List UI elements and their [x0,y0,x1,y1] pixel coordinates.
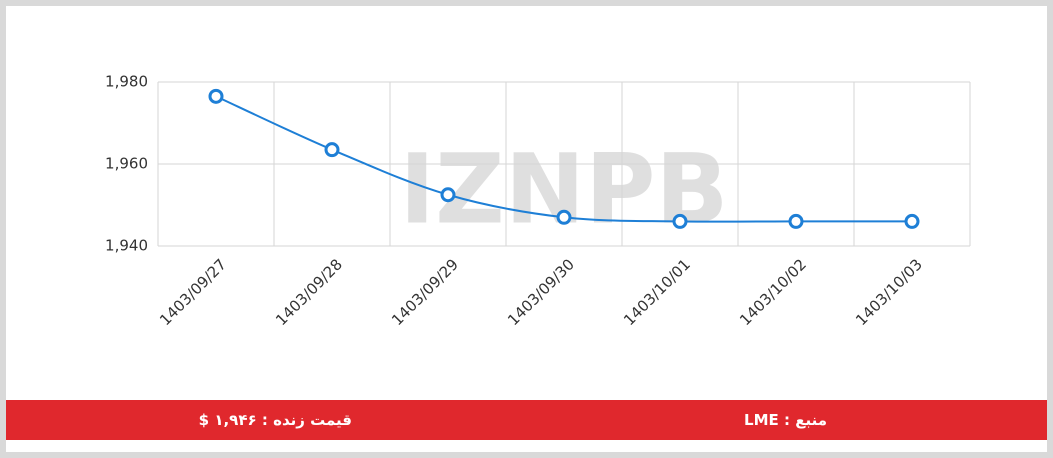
x-tick-label: 1403/10/01 [620,255,694,329]
x-tick-label: 1403/09/27 [156,255,230,329]
y-tick-label: 1,980 [105,73,148,91]
point [672,213,688,229]
live-price: قیمت زنده : ۱,۹۴۶ $ [198,411,352,429]
y-tick-label: 1,960 [105,155,148,173]
watermark: IZNPB [399,133,728,245]
y-tick-label: 1,940 [105,237,148,255]
x-tick-label: 1403/09/28 [272,255,346,329]
point [440,187,456,203]
point [324,142,340,158]
point [788,213,804,229]
x-tick-label: 1403/09/30 [504,255,578,329]
point [556,209,572,225]
source: منبع : LME [744,411,827,429]
point [904,213,920,229]
footer: منبع : LME قیمت زنده : ۱,۹۴۶ $ [6,400,1047,440]
chart: IZNPB 1,940 1,960 1,980 1403/09/27 1403/09/2… [105,73,971,329]
point [208,88,224,104]
x-tick-label: 1403/10/02 [736,255,810,329]
x-tick-label: 1403/10/03 [852,255,926,329]
card: IZNPB 1,940 1,960 1,980 1403/09/27 1403/09/2… [6,6,1047,452]
x-tick-label: 1403/09/29 [388,255,462,329]
